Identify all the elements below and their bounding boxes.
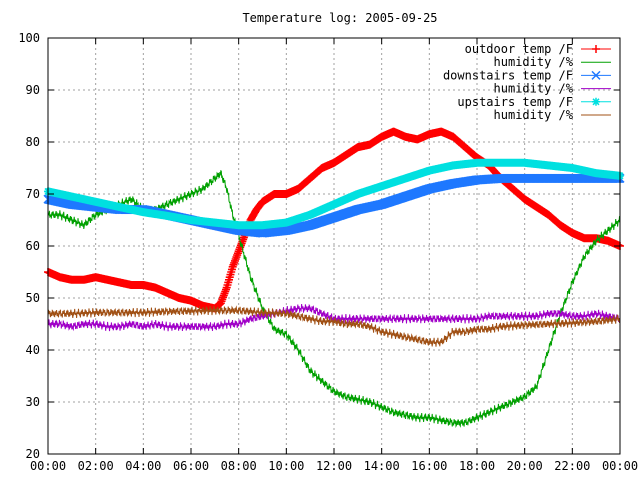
y-tick-label: 60 bbox=[26, 239, 40, 253]
series-5 bbox=[47, 305, 621, 347]
legend-label: humidity /% bbox=[494, 55, 574, 69]
y-tick-label: 80 bbox=[26, 135, 40, 149]
legend-marker bbox=[592, 45, 600, 53]
legend-item: outdoor temp /F bbox=[465, 42, 611, 56]
x-tick-label: 14:00 bbox=[364, 459, 400, 473]
legend-item: humidity /% bbox=[494, 82, 611, 96]
x-tick-label: 04:00 bbox=[125, 459, 161, 473]
legend-label: downstairs temp /F bbox=[443, 68, 573, 82]
chart-title: Temperature log: 2005-09-25 bbox=[242, 11, 437, 25]
y-tick-label: 90 bbox=[26, 83, 40, 97]
legend-label: outdoor temp /F bbox=[465, 42, 573, 56]
legend-item: downstairs temp /F bbox=[443, 68, 611, 82]
y-tick-label: 100 bbox=[18, 31, 40, 45]
x-tick-label: 20:00 bbox=[507, 459, 543, 473]
series-3 bbox=[47, 303, 621, 332]
y-tick-label: 40 bbox=[26, 343, 40, 357]
legend-marker bbox=[592, 97, 600, 106]
x-tick-label: 00:00 bbox=[30, 459, 66, 473]
x-tick-label: 16:00 bbox=[411, 459, 447, 473]
x-tick-label: 08:00 bbox=[221, 459, 257, 473]
legend-item: humidity /% bbox=[494, 108, 611, 122]
x-tick-label: 12:00 bbox=[316, 459, 352, 473]
x-tick-label: 22:00 bbox=[554, 459, 590, 473]
y-tick-label: 30 bbox=[26, 395, 40, 409]
x-tick-label: 02:00 bbox=[78, 459, 114, 473]
series-line bbox=[47, 305, 621, 347]
x-tick-label: 00:00 bbox=[602, 459, 638, 473]
axes: 20 30 40 50 60 70 80 90 100 00:00 02:00 04:00 06:00 0… bbox=[18, 31, 638, 473]
x-tick-label: 10:00 bbox=[268, 459, 304, 473]
grid bbox=[48, 38, 620, 454]
legend-label: humidity /% bbox=[494, 108, 574, 122]
x-tick-label: 06:00 bbox=[173, 459, 209, 473]
legend-item: upstairs temp /F bbox=[457, 95, 611, 109]
series-line bbox=[47, 303, 621, 332]
y-tick-label: 20 bbox=[26, 447, 40, 461]
y-tick-label: 70 bbox=[26, 187, 40, 201]
legend-item: humidity /% bbox=[494, 55, 611, 69]
plot-area bbox=[43, 127, 625, 428]
y-tick-label: 50 bbox=[26, 291, 40, 305]
x-tick-label: 18:00 bbox=[459, 459, 495, 473]
legend-label: upstairs temp /F bbox=[457, 95, 573, 109]
legend-marker bbox=[591, 70, 601, 80]
legend-label: humidity /% bbox=[494, 82, 574, 96]
